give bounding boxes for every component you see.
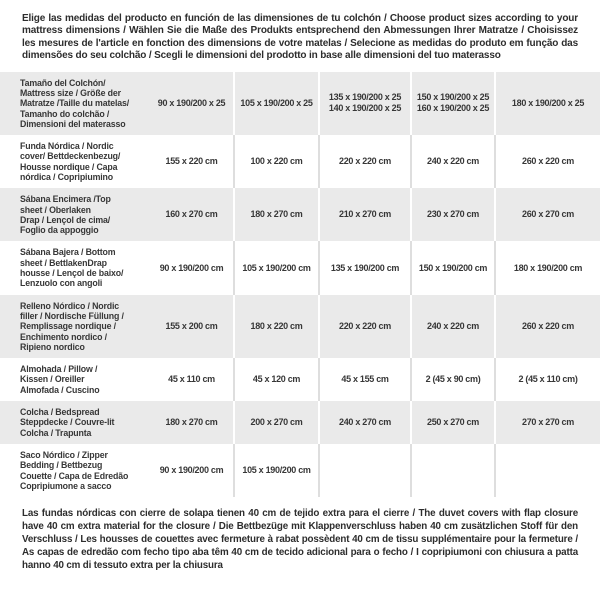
size-cell: 90 x 190/200 cm [159, 465, 224, 476]
size-cell [494, 443, 600, 498]
table-row-nordic-cover: Funda Nórdica / Nordic cover/ Bettdecken… [0, 135, 600, 189]
intro-text: Elige las medidas del producto en funció… [22, 13, 578, 62]
row-label: Relleno Nórdico / Nordic filler / Nordis… [20, 300, 124, 352]
size-cell: 155 x 200 cm [165, 320, 218, 331]
size-cell: 180 x 190/200 x 25 [494, 71, 600, 136]
size-cell: 160 x 270 cm [165, 209, 218, 220]
size-cell: 220 x 220 cm [318, 294, 410, 359]
size-cell: 180 x 220 cm [233, 294, 318, 359]
row-label: Sábana Bajera / Bottom sheet / Bettlaken… [20, 247, 124, 289]
row-label: Almohada / Pillow / Kissen / Oreiller Al… [20, 364, 100, 395]
size-cell: 270 x 270 cm [494, 401, 600, 444]
size-cell: 200 x 270 cm [233, 401, 318, 444]
size-cell: 105 x 190/200 cm [233, 443, 318, 498]
size-cell: 105 x 190/200 x 25 [233, 71, 318, 136]
row-label: Saco Nórdico / Zipper Bedding / Bettbezu… [20, 449, 129, 491]
size-cell [410, 443, 494, 498]
size-cell: 105 x 190/200 cm [233, 241, 318, 295]
size-cell: 45 x 155 cm [318, 358, 410, 402]
table-row-bedspread: Colcha / Bedspread Steppdecke / Couvre-l… [0, 401, 600, 444]
size-cell: 90 x 190/200 cm [159, 262, 224, 273]
size-cell: 220 x 220 cm [318, 135, 410, 189]
size-cell: 230 x 270 cm [410, 188, 494, 242]
size-cell: 180 x 190/200 cm [494, 241, 600, 295]
table-row-pillow: Almohada / Pillow / Kissen / Oreiller Al… [0, 358, 600, 402]
table-row-top-sheet: Sábana Encimera /Top sheet / Oberlaken D… [0, 188, 600, 242]
size-cell: 250 x 270 cm [410, 401, 494, 444]
size-cell: 135 x 190/200 x 25 140 x 190/200 x 25 [318, 71, 410, 136]
size-cell: 180 x 270 cm [165, 416, 218, 427]
size-table: Tamaño del Colchón/ Mattress size / Größ… [0, 71, 600, 498]
footnote-text: Las fundas nórdicas con cierre de solapa… [22, 508, 578, 572]
size-cell: 2 (45 x 90 cm) [410, 358, 494, 402]
row-label: Funda Nórdica / Nordic cover/ Bettdecken… [20, 141, 121, 182]
size-cell: 45 x 110 cm [168, 374, 215, 385]
size-cell: 135 x 190/200 cm [318, 241, 410, 295]
table-row-bottom-sheet: Sábana Bajera / Bottom sheet / Bettlaken… [0, 241, 600, 295]
row-label: Tamaño del Colchón/ Mattress size / Größ… [20, 77, 130, 129]
size-cell: 240 x 220 cm [410, 294, 494, 359]
table-row-nordic-filler: Relleno Nórdico / Nordic filler / Nordis… [0, 294, 600, 359]
size-cell: 100 x 220 cm [233, 135, 318, 189]
size-cell: 240 x 220 cm [410, 135, 494, 189]
table-row-zipper-bedding: Saco Nórdico / Zipper Bedding / Bettbezu… [0, 443, 600, 498]
size-cell: 155 x 220 cm [165, 156, 218, 167]
size-cell: 180 x 270 cm [233, 188, 318, 242]
size-cell: 260 x 220 cm [494, 294, 600, 359]
size-cell: 45 x 120 cm [233, 358, 318, 402]
size-cell: 210 x 270 cm [318, 188, 410, 242]
row-label: Colcha / Bedspread Steppdecke / Couvre-l… [20, 407, 115, 438]
table-row-mattress-size: Tamaño del Colchón/ Mattress size / Größ… [0, 71, 600, 136]
size-cell: 2 (45 x 110 cm) [494, 358, 600, 402]
size-cell: 260 x 270 cm [494, 188, 600, 242]
size-cell: 150 x 190/200 x 25 160 x 190/200 x 25 [410, 71, 494, 136]
size-cell: 150 x 190/200 cm [410, 241, 494, 295]
row-label: Sábana Encimera /Top sheet / Oberlaken D… [20, 194, 111, 236]
size-cell: 260 x 220 cm [494, 135, 600, 189]
size-cell [318, 443, 410, 498]
size-cell: 90 x 190/200 x 25 [157, 97, 226, 108]
size-cell: 240 x 270 cm [318, 401, 410, 444]
